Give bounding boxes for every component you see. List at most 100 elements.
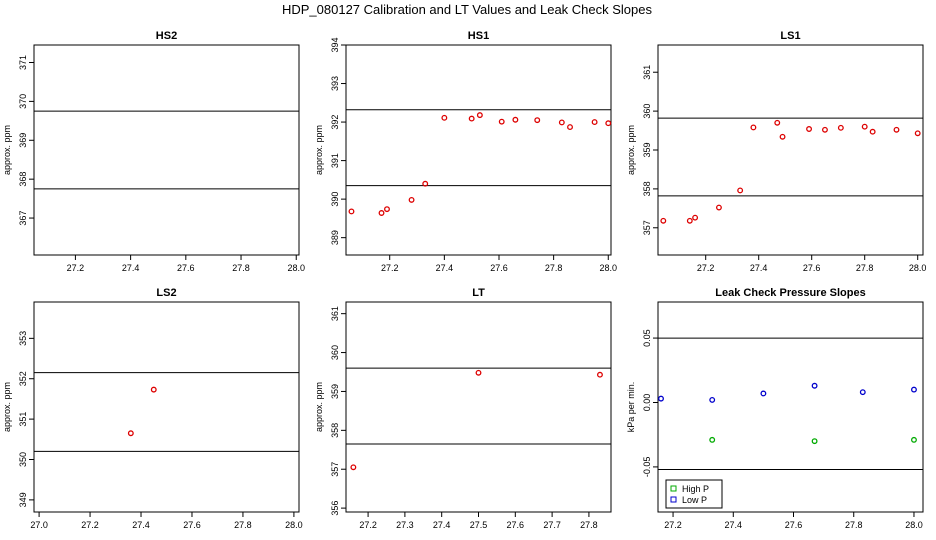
y-tick-label: 0.05	[642, 329, 652, 347]
data-point	[378, 210, 385, 216]
x-tick-label: 27.4	[725, 520, 743, 530]
legend-entry: Low P	[682, 495, 707, 505]
data-point	[779, 133, 786, 140]
x-tick-label: 27.4	[132, 520, 150, 530]
y-tick-label: 391	[330, 153, 340, 168]
y-tick-label: 352	[18, 371, 28, 386]
data-point	[468, 115, 475, 122]
y-tick-label: 359	[330, 384, 340, 399]
x-tick-label: 27.8	[580, 520, 598, 530]
y-tick-label: 392	[330, 115, 340, 130]
x-tick-label: 27.8	[545, 263, 563, 273]
x-tick-label: 27.6	[803, 263, 821, 273]
y-tick-label: 358	[330, 423, 340, 438]
panel-title: Leak Check Pressure Slopes	[715, 287, 865, 299]
data-point	[837, 124, 844, 131]
x-tick-label: 27.2	[81, 520, 99, 530]
x-tick-label: 27.8	[845, 520, 863, 530]
x-tick-label: 27.8	[232, 263, 250, 273]
plot-frame	[33, 301, 300, 513]
data-point	[605, 120, 612, 127]
data-point	[127, 430, 134, 437]
y-tick-label: 361	[330, 306, 340, 321]
y-tick-label: 351	[18, 412, 28, 427]
x-tick-label: 27.2	[67, 263, 85, 273]
y-tick-label: 360	[330, 345, 340, 360]
data-point	[567, 124, 573, 131]
data-point	[591, 119, 598, 126]
data-point	[774, 119, 781, 126]
data-point	[861, 123, 868, 130]
data-point	[716, 204, 722, 211]
data-point	[476, 112, 483, 119]
y-tick-label: 367	[18, 211, 28, 226]
x-tick-label: 27.0	[30, 520, 48, 530]
x-tick-label: 28.0	[905, 520, 923, 530]
y-tick-label: 368	[18, 172, 28, 187]
panel-title: LT	[472, 287, 485, 299]
x-tick-label: 27.6	[183, 520, 201, 530]
plot-frame	[345, 301, 612, 513]
data-point	[150, 386, 157, 393]
y-tick-label: 349	[18, 492, 28, 507]
y-axis-label: approx. ppm	[2, 125, 12, 175]
y-tick-label: 359	[642, 142, 652, 157]
data-point	[558, 119, 565, 126]
panel-1: HS1 approx. ppm 27.2 27.4 27.6 27.8 28.0 389 390…	[314, 30, 617, 273]
y-axis-label: approx. ppm	[2, 382, 12, 432]
data-point	[914, 130, 921, 137]
y-tick-label: 350	[18, 452, 28, 467]
data-point	[750, 124, 757, 131]
y-axis-label: approx. ppm	[314, 125, 324, 175]
y-tick-label: 357	[642, 220, 652, 235]
data-point	[660, 217, 667, 224]
y-tick-label: 371	[18, 55, 28, 70]
x-tick-label: 28.0	[909, 263, 927, 273]
y-tick-label: 357	[330, 462, 340, 477]
data-point	[475, 369, 482, 376]
x-tick-label: 27.4	[436, 263, 454, 273]
y-tick-label: 360	[642, 104, 652, 119]
x-tick-label: 27.3	[396, 520, 414, 530]
plot-frame	[345, 44, 612, 256]
x-tick-label: 27.2	[664, 520, 682, 530]
y-tick-label: 393	[330, 76, 340, 91]
data-point	[692, 214, 699, 221]
legend-marker	[670, 485, 677, 492]
data-point	[422, 180, 429, 187]
panel-title: LS1	[780, 30, 800, 42]
y-tick-label: 361	[642, 65, 652, 80]
data-point	[350, 464, 357, 471]
data-point	[534, 117, 541, 124]
x-tick-label: 27.8	[856, 263, 874, 273]
y-tick-label: 390	[330, 192, 340, 207]
data-point	[811, 382, 818, 389]
x-tick-label: 28.0	[285, 520, 303, 530]
data-point	[441, 114, 448, 121]
legend-box	[665, 479, 723, 509]
panels: HS2 approx. ppm 27.2 27.4 27.6 27.8 28.0 367 368…	[2, 30, 926, 530]
data-point	[512, 116, 519, 123]
y-axis-label: approx. ppm	[314, 382, 324, 432]
data-point	[806, 126, 812, 132]
x-tick-label: 27.8	[234, 520, 252, 530]
x-tick-label: 28.0	[287, 263, 305, 273]
y-tick-label: 356	[330, 501, 340, 516]
plot-frame	[657, 44, 924, 256]
x-tick-label: 27.6	[490, 263, 508, 273]
panel-title: HS2	[156, 30, 177, 42]
panel-0: HS2 approx. ppm 27.2 27.4 27.6 27.8 28.0 367 368…	[2, 30, 305, 273]
data-point	[384, 206, 390, 213]
x-tick-label: 27.5	[470, 520, 488, 530]
data-point	[893, 126, 900, 133]
x-tick-label: 27.2	[381, 263, 399, 273]
y-tick-label: 358	[642, 181, 652, 196]
plot-frame	[657, 301, 924, 513]
x-tick-label: 28.0	[600, 263, 618, 273]
data-point	[709, 396, 716, 403]
x-tick-label: 27.4	[433, 520, 451, 530]
data-point	[737, 187, 744, 194]
data-point	[686, 217, 693, 224]
